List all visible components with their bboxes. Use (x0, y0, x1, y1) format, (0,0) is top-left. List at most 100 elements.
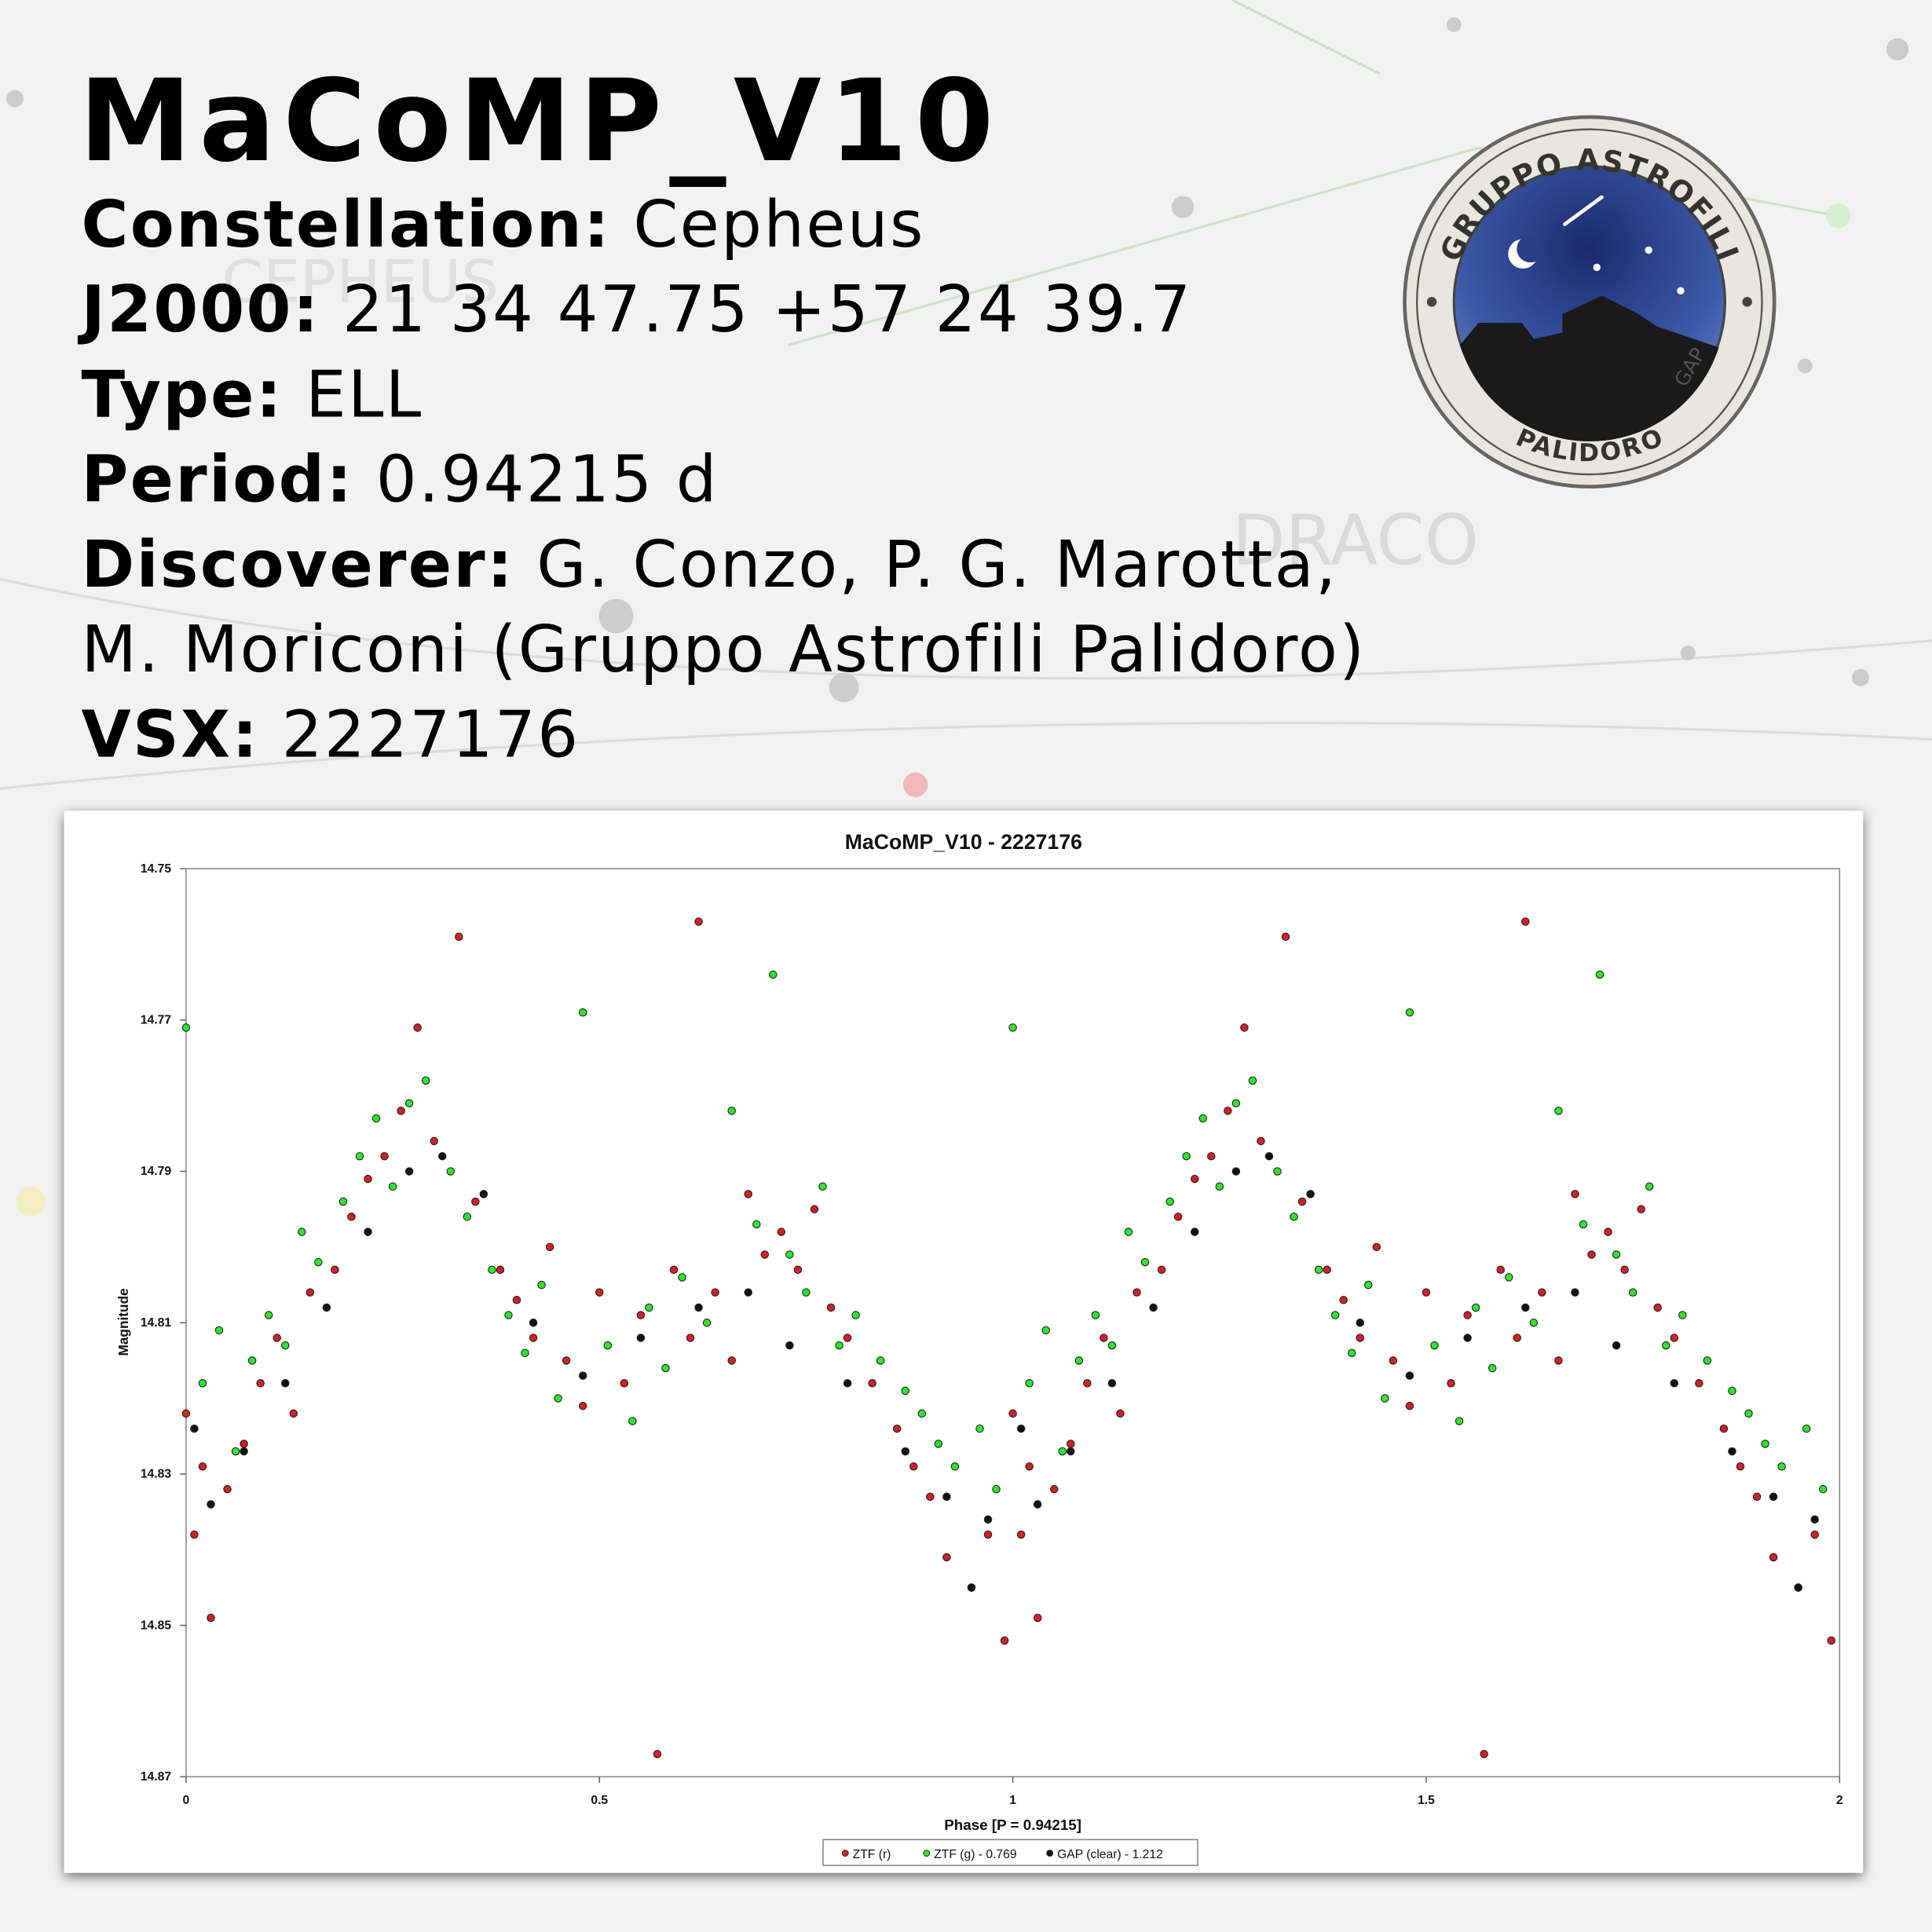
data-point (1554, 1107, 1563, 1115)
data-point (1198, 1114, 1207, 1123)
data-point (1628, 1288, 1637, 1297)
data-point (1794, 1583, 1802, 1592)
data-point (1330, 1311, 1340, 1319)
data-point (620, 1379, 629, 1388)
data-point (1240, 1023, 1249, 1032)
data-point (1810, 1530, 1820, 1539)
data-point (388, 1182, 397, 1191)
info-value: 21 34 47.75 +57 24 39.7 (342, 273, 1193, 347)
info-label: Constellation: (82, 188, 612, 262)
data-point (661, 1363, 670, 1373)
data-point (1025, 1462, 1034, 1471)
data-point (1033, 1500, 1042, 1509)
data-point (364, 1228, 372, 1236)
data-point (198, 1379, 207, 1388)
data-point (669, 1265, 679, 1274)
legend-box (822, 1839, 1198, 1867)
info-line: Constellation: Cepheus (82, 188, 925, 262)
data-point (1364, 1280, 1373, 1290)
info-space (611, 188, 633, 262)
data-point (975, 1424, 984, 1433)
data-marks: 14.75 14.77 14.79 14.81 14.83 14.85 14.87 0 0.5 1… (141, 862, 1843, 1807)
data-point (437, 1151, 447, 1161)
data-point (471, 1197, 480, 1206)
data-point (1620, 1265, 1629, 1274)
info-line: VSX: 2227176 (82, 697, 580, 772)
data-point (247, 1356, 257, 1365)
data-point (678, 1273, 686, 1282)
data-point (727, 1107, 736, 1115)
data-point (843, 1379, 852, 1388)
data-point (207, 1613, 215, 1623)
legend-swatch (1046, 1850, 1054, 1857)
data-point (371, 1114, 381, 1123)
data-point (694, 917, 703, 926)
data-point (1306, 1190, 1315, 1198)
data-point (521, 1348, 529, 1357)
data-point (545, 1242, 554, 1252)
data-point (983, 1515, 993, 1524)
data-point (496, 1265, 505, 1274)
data-point (1802, 1424, 1811, 1433)
data-point (1033, 1613, 1042, 1623)
info-space (353, 443, 375, 518)
data-point (430, 1136, 438, 1146)
data-point (1728, 1447, 1736, 1456)
data-point (694, 1303, 703, 1312)
data-point (380, 1151, 389, 1161)
data-point (1454, 1417, 1464, 1425)
data-point (190, 1424, 199, 1433)
data-point (512, 1296, 521, 1304)
data-point (1504, 1273, 1513, 1282)
chart-panel: MaCoMP_V10 - 2227176 Magnitude Phase [P … (64, 810, 1864, 1873)
data-point (1529, 1318, 1539, 1327)
info-label: Type: (82, 357, 284, 432)
data-point (1347, 1348, 1356, 1357)
data-point (404, 1099, 414, 1108)
data-point (818, 1182, 827, 1191)
y-tick-label: 14.83 (141, 1468, 172, 1481)
data-point (653, 1750, 662, 1758)
data-point (950, 1462, 960, 1471)
data-point (1264, 1151, 1274, 1161)
data-point (1132, 1288, 1141, 1297)
data-point (1100, 1334, 1108, 1342)
data-point (843, 1334, 852, 1342)
data-point (529, 1318, 538, 1327)
data-point (1372, 1242, 1381, 1252)
y-tick-label: 14.81 (141, 1316, 172, 1330)
data-point (1752, 1492, 1762, 1502)
info-label: Period: (82, 443, 354, 518)
data-point (686, 1334, 695, 1342)
x-axis-label: Phase [P = 0.94215] (944, 1817, 1081, 1833)
data-point (1000, 1636, 1009, 1645)
data-point (1231, 1099, 1241, 1108)
data-point (1157, 1265, 1166, 1274)
data-point (727, 1356, 736, 1365)
data-point (306, 1288, 315, 1297)
x-tick-label: 0 (183, 1794, 190, 1807)
data-point (1645, 1182, 1654, 1191)
data-point (992, 1484, 1001, 1494)
data-point (1513, 1334, 1522, 1342)
data-point (347, 1213, 356, 1221)
data-point (463, 1213, 472, 1221)
data-point (331, 1265, 339, 1274)
data-point (876, 1356, 885, 1365)
info-space (259, 697, 281, 772)
data-point (826, 1303, 836, 1312)
data-point (1008, 1409, 1017, 1418)
data-point (1430, 1341, 1439, 1350)
data-point (802, 1288, 810, 1297)
info-line: M. Moriconi (Gruppo Astrofili Palidoro) (82, 613, 1367, 687)
data-point (1067, 1440, 1075, 1448)
data-point (1422, 1288, 1431, 1297)
data-point (504, 1311, 513, 1319)
data-point (1728, 1386, 1736, 1396)
map-label: CEPHEUS (221, 247, 499, 316)
poster-title: MaCoMP_V10 (79, 56, 1001, 188)
data-point (1290, 1213, 1298, 1221)
data-point (529, 1334, 538, 1342)
data-point (289, 1409, 298, 1418)
